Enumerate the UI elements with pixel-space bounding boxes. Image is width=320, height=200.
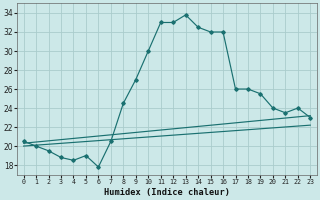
X-axis label: Humidex (Indice chaleur): Humidex (Indice chaleur) xyxy=(104,188,230,197)
